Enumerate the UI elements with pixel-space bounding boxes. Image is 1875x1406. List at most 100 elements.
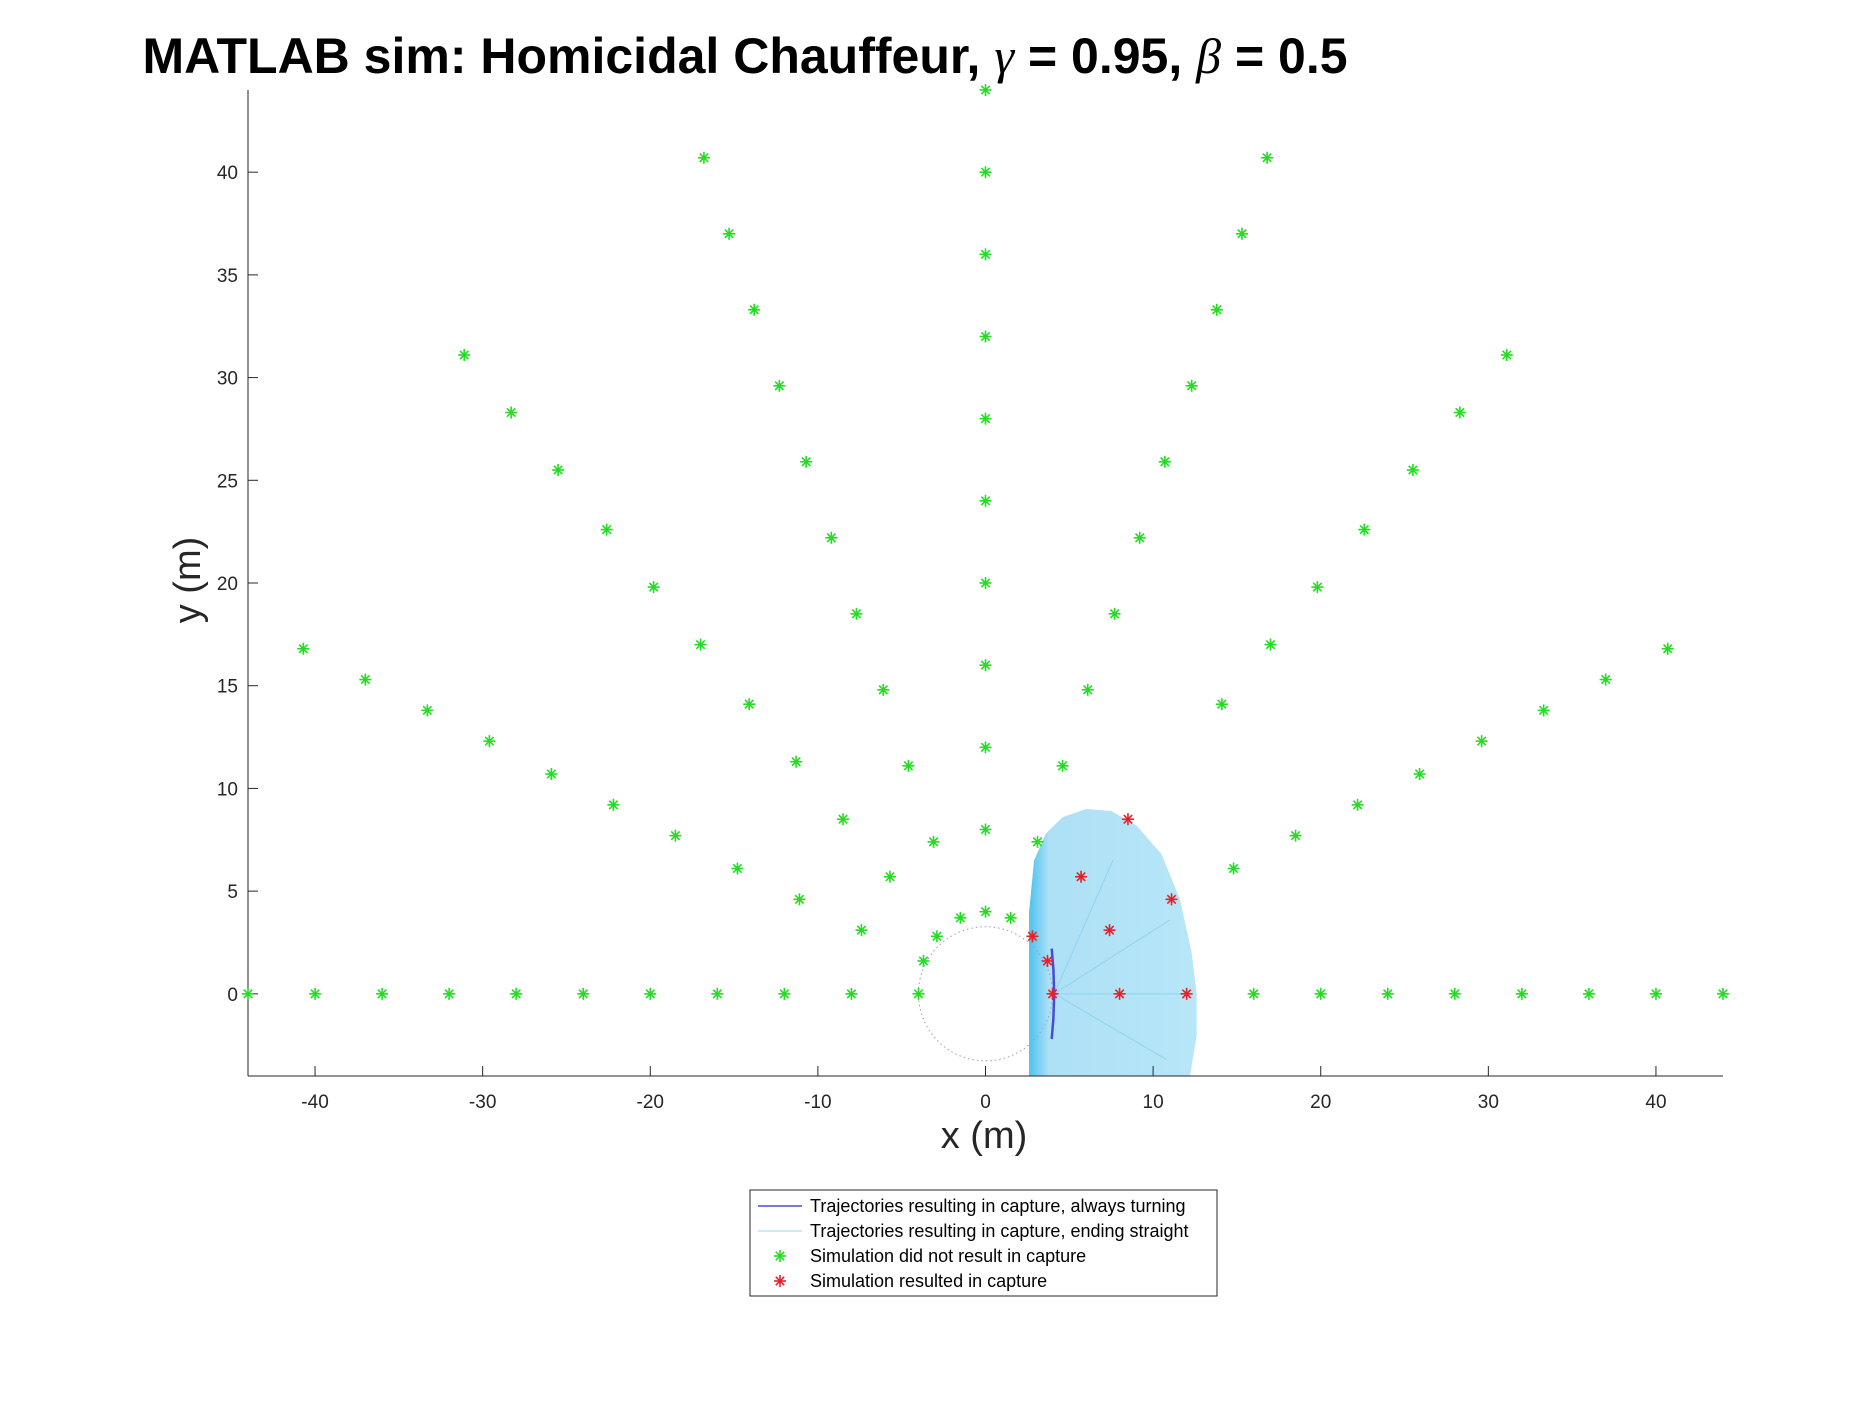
no-capture-marker [748,303,761,316]
no-capture-marker [778,987,791,1000]
no-capture-marker [1358,523,1371,536]
no-capture-marker [773,379,786,392]
x-tick-label: 40 [1645,1092,1666,1113]
title-beta-value: = 0.5 [1221,28,1348,84]
no-capture-marker [1185,379,1198,392]
no-capture-marker [1210,303,1223,316]
no-capture-marker [545,768,558,781]
x-tick-label: 10 [1143,1092,1164,1113]
no-capture-marker [1515,987,1528,1000]
no-capture-marker [902,759,915,772]
title-gamma: γ [994,28,1015,84]
no-capture-marker [694,638,707,651]
no-capture-marker [1158,455,1171,468]
no-capture-marker [1582,987,1595,1000]
legend-label-capture: Simulation resulted in capture [810,1271,1047,1291]
no-capture-marker [800,455,813,468]
no-capture-marker [731,862,744,875]
no-capture-marker [1247,987,1260,1000]
no-capture-marker [376,987,389,1000]
no-capture-marker [825,531,838,544]
straight-trajectory-line-2 [1053,993,1167,1060]
no-capture-marker [979,905,992,918]
no-capture-marker [1215,698,1228,711]
y-tick-label: 25 [217,471,238,492]
x-tick-label: -10 [804,1092,831,1113]
no-capture-marker [1004,911,1017,924]
no-capture-marker [1235,227,1248,240]
no-capture-marker [600,523,613,536]
y-tick-label: 10 [217,779,238,800]
no-capture-marker [954,911,967,924]
no-capture-marker [979,741,992,754]
no-capture-marker [644,987,657,1000]
no-capture-marker [837,813,850,826]
no-capture-marker [1453,406,1466,419]
no-capture-marker [793,893,806,906]
title-beta: β [1195,28,1221,84]
no-capture-marker [979,330,992,343]
no-capture-marker [505,406,518,419]
no-capture-marker [443,987,456,1000]
no-capture-marker [421,704,434,717]
no-capture-marker [1133,531,1146,544]
no-capture-marker [1289,829,1302,842]
no-capture-marker [979,659,992,672]
chart-title: MATLAB sim: Homicidal Chauffeur, γ = 0.9… [142,28,1347,84]
legend-star-capture [774,1275,786,1287]
no-capture-marker [359,673,372,686]
no-capture-marker [1311,581,1324,594]
no-capture-marker [850,607,863,620]
capture-marker [1075,870,1088,883]
y-tick-label: 30 [217,369,238,390]
no-capture-marker [1413,768,1426,781]
no-capture-marker [845,987,858,1000]
legend-marker-no-capture [774,1250,786,1262]
no-capture-marker [577,987,590,1000]
legend-label-no-capture: Simulation did not result in capture [810,1246,1086,1266]
straight-trajectory-line-3 [1053,860,1114,995]
x-axis-label: x (m) [941,1115,1028,1157]
no-capture-marker [1351,798,1364,811]
no-capture-marker [669,829,682,842]
plot-area: -40 -30 -20 -10 0 10 20 30 40 0 5 10 15 20 25 30 35 40 [217,84,1729,1113]
no-capture-marker [309,987,322,1000]
title-gamma-value: = 0.95, [1014,28,1196,84]
x-tick-label: -20 [637,1092,664,1113]
capture-marker [1103,924,1116,937]
no-capture-marker [697,151,710,164]
x-tick-label: -40 [301,1092,328,1113]
capture-marker [1165,893,1178,906]
no-capture-marker [1661,642,1674,655]
no-capture-marker [242,987,254,1000]
x-tick-label: 0 [980,1092,991,1113]
no-capture-marker [930,930,943,943]
no-capture-marker [647,581,660,594]
straight-trajectory-line-1 [1053,919,1171,995]
no-capture-marker [607,798,620,811]
capture-marker [1113,987,1126,1000]
legend-label-ending-straight: Trajectories resulting in capture, endin… [810,1221,1189,1241]
legend-marker-capture [774,1275,786,1287]
no-capture-marker [855,924,868,937]
no-capture-marker [297,642,310,655]
no-capture-marker [743,698,756,711]
capture-marker [1121,813,1134,826]
no-capture-marker [1056,759,1069,772]
no-capture-marker [1264,638,1277,651]
no-capture-marker [1717,987,1729,1000]
no-capture-marker [458,348,471,361]
capture-region-ending-straight [1029,808,1197,1076]
legend-label-always-turning: Trajectories resulting in capture, alway… [810,1196,1186,1216]
no-capture-marker [1081,683,1094,696]
y-tick-label: 5 [227,882,238,903]
no-capture-marker [1448,987,1461,1000]
x-tick-label: 20 [1310,1092,1331,1113]
y-tick-label: 20 [217,574,238,595]
no-capture-marker [877,683,890,696]
capture-marker [1046,987,1059,1000]
no-capture-marker [1031,835,1044,848]
no-capture-marker [1406,464,1419,477]
capture-marker [1180,987,1193,1000]
